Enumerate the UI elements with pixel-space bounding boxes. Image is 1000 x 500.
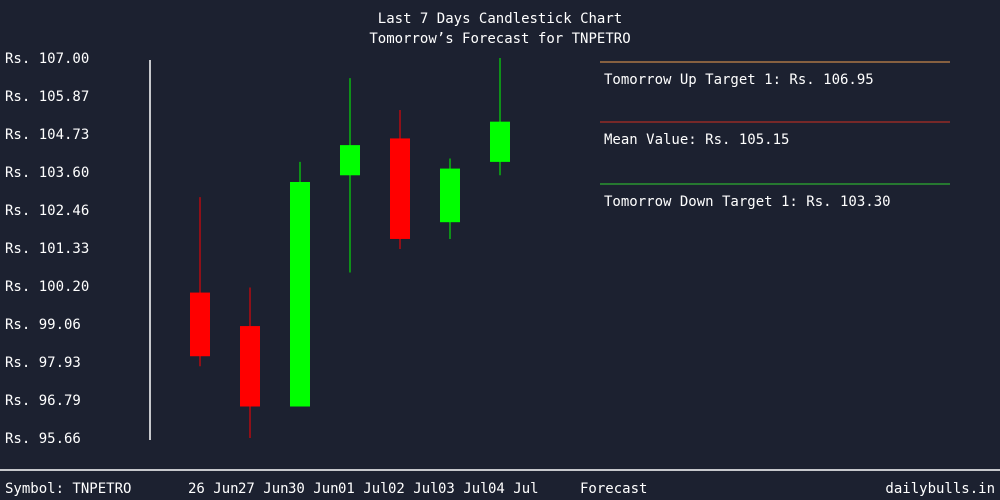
candle-body xyxy=(340,145,360,176)
forecast-label: Tomorrow Up Target 1: Rs. 106.95 xyxy=(604,72,874,88)
forecast-label: Forecast xyxy=(580,481,647,497)
candles xyxy=(190,58,510,438)
y-tick-label: Rs. 101.33 xyxy=(5,241,89,257)
y-tick-label: Rs. 104.73 xyxy=(5,127,89,143)
y-tick-label: Rs. 107.00 xyxy=(5,51,89,67)
chart-subtitle: Tomorrow’s Forecast for TNPETRO xyxy=(369,31,630,47)
x-tick-label: 26 Jun xyxy=(188,481,239,497)
forecast-panel: Tomorrow Up Target 1: Rs. 106.95 Mean Val… xyxy=(600,61,950,210)
y-tick-label: Rs. 97.93 xyxy=(5,355,81,371)
symbol-label: Symbol: TNPETRO xyxy=(5,481,131,497)
x-tick-label: 02 Jul xyxy=(388,481,439,497)
y-tick-label: Rs. 99.06 xyxy=(5,317,81,333)
candle-body xyxy=(190,292,210,357)
forecast-label: Tomorrow Down Target 1: Rs. 103.30 xyxy=(604,194,891,210)
candle-body xyxy=(290,181,310,407)
y-tick-label: Rs. 95.66 xyxy=(5,431,81,447)
y-tick-label: Rs. 96.79 xyxy=(5,393,81,409)
chart-title: Last 7 Days Candlestick Chart xyxy=(378,11,622,27)
y-tick-label: Rs. 103.60 xyxy=(5,165,89,181)
candle-body xyxy=(490,121,510,162)
x-tick-label: 27 Jun xyxy=(238,481,289,497)
x-tick-label: 30 Jun xyxy=(288,481,339,497)
candle-body xyxy=(390,138,410,239)
candle-body xyxy=(240,326,260,407)
x-tick-label: 04 Jul xyxy=(488,481,539,497)
brand-label: dailybulls.in xyxy=(885,481,995,497)
candle-body xyxy=(440,168,460,223)
y-tick-label: Rs. 102.46 xyxy=(5,203,89,219)
x-tick-label: 01 Jul xyxy=(338,481,389,497)
x-tick-label: 03 Jul xyxy=(438,481,489,497)
y-axis-ticks: Rs. 107.00 Rs. 105.87 Rs. 104.73 Rs. 103.60… xyxy=(5,51,89,447)
forecast-label: Mean Value: Rs. 105.15 xyxy=(604,132,789,148)
y-tick-label: Rs. 105.87 xyxy=(5,89,89,105)
y-tick-label: Rs. 100.20 xyxy=(5,279,89,295)
x-axis-labels: 26 Jun 27 Jun 30 Jun 01 Jul 02 Jul 03 Jul 04 J… xyxy=(188,481,539,497)
